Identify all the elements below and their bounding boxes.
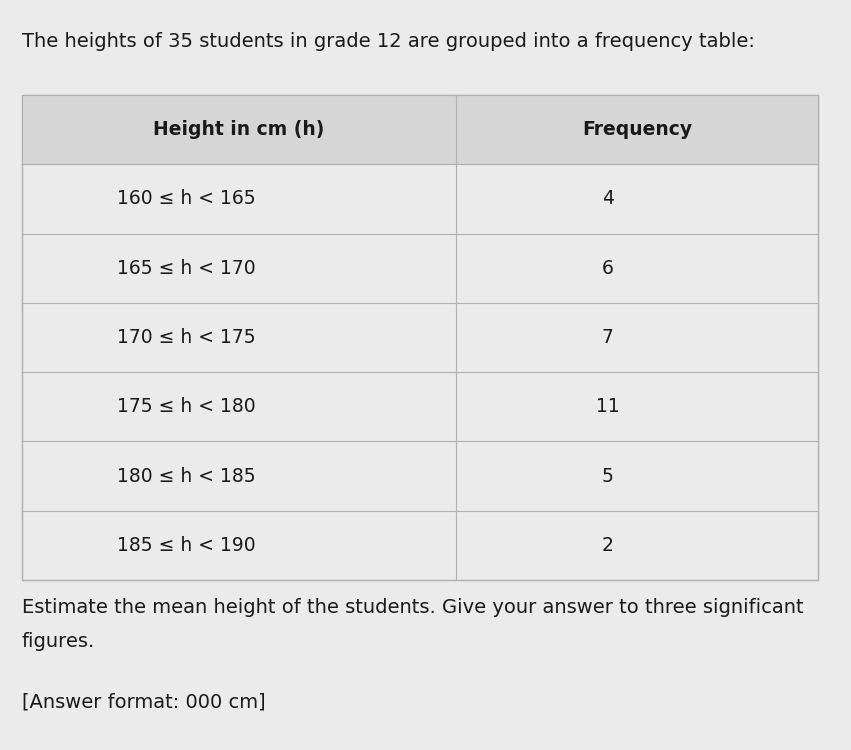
Text: Frequency: Frequency	[582, 120, 692, 140]
Text: 7: 7	[602, 328, 614, 347]
Text: 180 ≤ h < 185: 180 ≤ h < 185	[117, 466, 255, 485]
Text: [Answer format: 000 cm]: [Answer format: 000 cm]	[22, 692, 266, 711]
Text: 185 ≤ h < 190: 185 ≤ h < 190	[117, 536, 255, 555]
Text: The heights of 35 students in grade 12 are grouped into a frequency table:: The heights of 35 students in grade 12 a…	[22, 32, 755, 51]
Text: Height in cm (h): Height in cm (h)	[153, 120, 324, 140]
Text: 170 ≤ h < 175: 170 ≤ h < 175	[117, 328, 255, 347]
Text: 4: 4	[602, 190, 614, 209]
Bar	[22, 95, 818, 580]
Bar	[22, 95, 818, 164]
Text: 11: 11	[596, 398, 620, 416]
Text: 5: 5	[602, 466, 614, 485]
Text: 175 ≤ h < 180: 175 ≤ h < 180	[117, 398, 255, 416]
Text: 2: 2	[602, 536, 614, 555]
Text: 6: 6	[602, 259, 614, 278]
Text: Estimate the mean height of the students. Give your answer to three significant: Estimate the mean height of the students…	[22, 598, 803, 617]
Text: 165 ≤ h < 170: 165 ≤ h < 170	[117, 259, 255, 278]
Text: figures.: figures.	[22, 632, 95, 651]
Text: 160 ≤ h < 165: 160 ≤ h < 165	[117, 190, 255, 209]
